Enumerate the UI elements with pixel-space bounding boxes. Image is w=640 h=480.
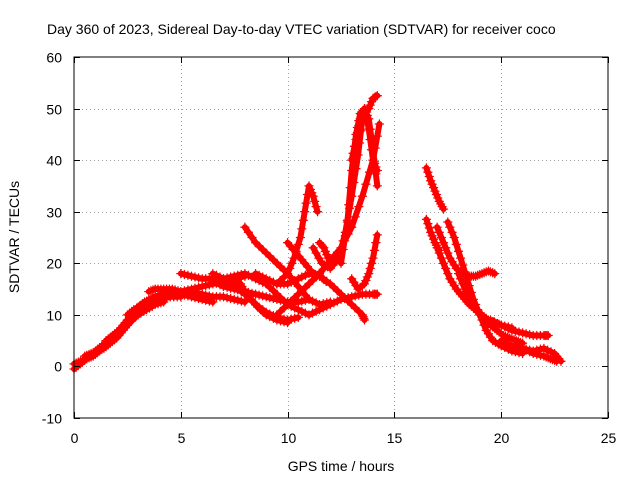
series-plus-markers — [282, 238, 331, 286]
x-axis-label: GPS time / hours — [288, 458, 395, 474]
series-plus-markers — [347, 230, 382, 294]
series-arc-29 — [485, 315, 553, 341]
data-series — [69, 91, 566, 374]
series-arc-16 — [272, 119, 385, 320]
series-plus-markers — [144, 284, 212, 305]
series-plus-markers — [507, 341, 562, 366]
series-plus-markers — [453, 268, 528, 348]
grid-lines — [74, 57, 608, 418]
series-plus-markers — [485, 315, 553, 341]
series-arc-26 — [432, 243, 517, 333]
y-tick-label: 10 — [46, 308, 62, 324]
y-axis-label: SDTVAR / TECUs — [6, 181, 22, 293]
y-tick-label: 20 — [46, 256, 62, 272]
x-tick-label: 10 — [281, 430, 297, 446]
y-tick-label: -10 — [42, 411, 62, 427]
series-arc-19 — [314, 238, 333, 263]
series-arc-07 — [144, 286, 250, 310]
y-tick-label: 50 — [46, 102, 62, 118]
chart-title: Day 360 of 2023, Sidereal Day-to-day VTE… — [47, 21, 556, 37]
series-plus-markers — [421, 163, 449, 214]
y-tick-label: 0 — [54, 359, 62, 375]
y-axis: -10 0 10 20 30 40 50 60 — [42, 50, 608, 427]
x-tick-label: 20 — [494, 430, 510, 446]
series-plus-markers — [314, 238, 333, 263]
series-arc-12 — [218, 276, 303, 325]
x-tick-label: 0 — [71, 430, 79, 446]
series-arc-23 — [421, 163, 449, 214]
series-line — [284, 239, 329, 285]
series-plus-markers — [432, 243, 517, 333]
series-line — [273, 182, 321, 287]
y-tick-label: 60 — [46, 50, 62, 66]
series-plus-markers — [272, 119, 385, 320]
plot-frame — [73, 56, 609, 419]
series-arc-21 — [347, 103, 382, 176]
series-arc-22 — [347, 230, 382, 294]
series-arc-31 — [507, 341, 562, 366]
series-plus-markers — [347, 103, 382, 176]
x-tick-label: 15 — [387, 430, 403, 446]
x-axis: 0 5 10 15 20 25 — [71, 57, 617, 446]
y-tick-label: 30 — [46, 205, 62, 221]
x-tick-label: 25 — [601, 430, 617, 446]
series-arc-17 — [282, 238, 331, 286]
x-tick-label: 5 — [178, 430, 186, 446]
series-arc-08 — [144, 284, 212, 305]
series-plus-markers — [218, 276, 303, 325]
y-tick-label: 40 — [46, 153, 62, 169]
series-arc-28 — [453, 268, 528, 348]
